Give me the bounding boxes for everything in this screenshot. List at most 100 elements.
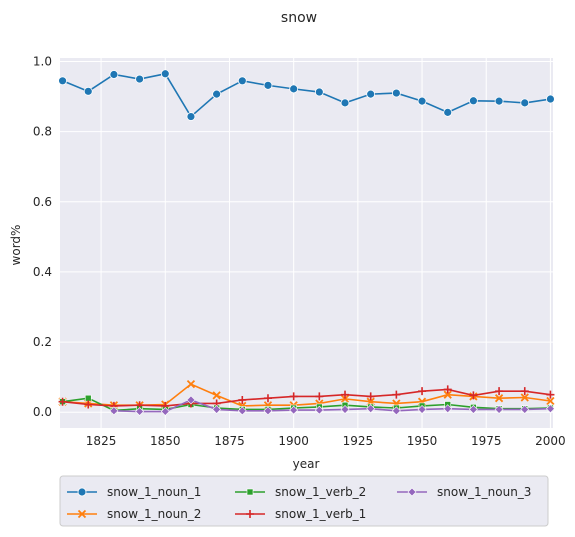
data-point xyxy=(341,390,350,399)
x-tick-label: 1975 xyxy=(471,434,502,448)
legend-item: snow_1_verb_1 xyxy=(235,507,366,521)
data-point xyxy=(186,112,196,121)
data-point xyxy=(520,404,530,414)
data-point xyxy=(237,76,247,86)
data-point xyxy=(109,70,119,79)
data-point xyxy=(263,80,273,90)
legend-item: snow_1_noun_2 xyxy=(67,507,201,521)
data-point xyxy=(289,392,298,401)
data-point xyxy=(237,406,247,416)
legend-marker xyxy=(246,510,254,518)
data-point xyxy=(468,404,478,414)
series-snow_1_noun_3 xyxy=(109,395,555,416)
data-point xyxy=(314,87,324,97)
data-point xyxy=(58,76,67,86)
y-axis: 0.0 0.2 0.4 0.6 0.8 1.0 xyxy=(33,55,52,420)
data-point xyxy=(366,89,376,99)
y-tick-label: 0.2 xyxy=(33,335,52,349)
legend-label: snow_1_verb_2 xyxy=(275,485,366,499)
data-point xyxy=(546,404,555,414)
legend-label: snow_1_noun_2 xyxy=(107,507,201,521)
data-point xyxy=(417,404,427,414)
data-point xyxy=(546,390,555,399)
data-point xyxy=(186,395,196,405)
grid-lines xyxy=(60,58,553,428)
data-point xyxy=(546,396,555,406)
legend-item: snow_1_noun_1 xyxy=(67,485,201,499)
y-tick-label: 1.0 xyxy=(33,55,52,69)
data-point xyxy=(495,387,504,396)
y-tick-label: 0.4 xyxy=(33,265,52,279)
data-point xyxy=(263,394,272,403)
x-tick-label: 1900 xyxy=(278,434,309,448)
data-point xyxy=(520,387,529,396)
data-point xyxy=(160,407,170,416)
x-tick-label: 1850 xyxy=(150,434,181,448)
legend-label: snow_1_noun_1 xyxy=(107,485,201,499)
x-tick-label: 1825 xyxy=(86,434,117,448)
data-point xyxy=(160,69,170,79)
data-point xyxy=(212,404,222,414)
data-point xyxy=(109,406,119,416)
data-point xyxy=(340,394,350,404)
y-tick-label: 0.6 xyxy=(33,195,52,209)
data-point xyxy=(84,394,92,402)
data-point xyxy=(212,89,222,99)
x-tick-label: 2000 xyxy=(535,434,566,448)
legend-item: snow_1_verb_2 xyxy=(235,485,366,499)
data-point xyxy=(289,84,299,94)
data-point xyxy=(520,393,529,402)
data-point xyxy=(443,390,452,399)
data-series xyxy=(58,69,555,416)
legend-marker xyxy=(246,488,254,496)
legend-item: snow_1_noun_3 xyxy=(397,485,531,499)
legend-label: snow_1_verb_1 xyxy=(275,507,366,521)
data-point xyxy=(238,395,247,404)
data-point xyxy=(135,74,144,84)
data-point xyxy=(314,405,324,415)
data-point xyxy=(58,397,67,406)
data-point xyxy=(469,96,478,106)
data-point xyxy=(84,400,93,409)
x-tick-label: 1950 xyxy=(407,434,438,448)
y-tick-label: 0.0 xyxy=(33,405,52,419)
data-point xyxy=(417,96,427,106)
data-point xyxy=(392,390,401,399)
data-point xyxy=(418,387,427,396)
data-point xyxy=(469,391,478,400)
x-axis-label: year xyxy=(293,457,320,471)
data-point xyxy=(494,394,504,403)
legend-marker xyxy=(77,509,87,519)
data-point xyxy=(340,404,350,414)
legend: snow_1_noun_1snow_1_noun_2snow_1_verb_2s… xyxy=(59,475,549,527)
data-point xyxy=(494,96,504,106)
data-point xyxy=(289,405,299,415)
data-point xyxy=(391,406,401,416)
series-line xyxy=(62,397,551,412)
legend-box xyxy=(59,475,549,527)
data-point xyxy=(546,94,555,104)
legend-label: snow_1_noun_3 xyxy=(437,485,531,499)
data-point xyxy=(443,404,453,414)
data-point xyxy=(315,392,324,401)
data-point xyxy=(520,98,530,108)
data-point xyxy=(263,406,273,416)
data-point xyxy=(366,392,375,401)
chart-title: snow xyxy=(281,10,317,26)
data-point xyxy=(135,407,145,416)
data-point xyxy=(340,98,350,108)
legend-marker xyxy=(77,487,87,497)
series-line xyxy=(62,388,551,407)
y-tick-label: 0.8 xyxy=(33,125,52,139)
series-snow_1_verb_1 xyxy=(58,385,555,410)
data-point xyxy=(443,385,452,394)
data-point xyxy=(83,86,93,96)
y-axis-label: word% xyxy=(9,225,23,266)
x-tick-label: 1925 xyxy=(343,434,374,448)
data-point xyxy=(443,107,453,117)
data-point xyxy=(366,404,376,414)
data-point xyxy=(212,391,221,400)
x-tick-label: 1875 xyxy=(214,434,245,448)
plot-area xyxy=(60,58,553,428)
